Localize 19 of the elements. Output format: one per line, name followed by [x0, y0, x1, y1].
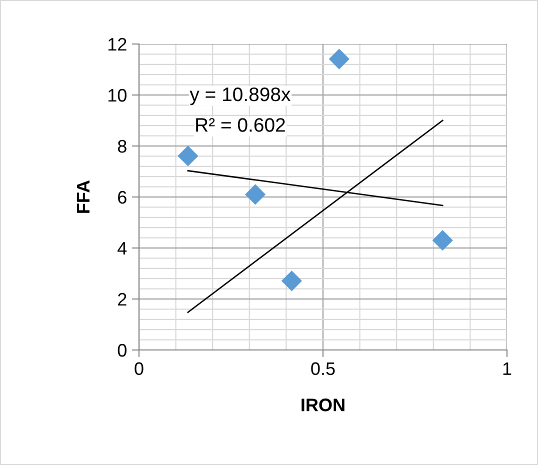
point [244, 184, 266, 205]
point [328, 48, 350, 70]
y-tick-label: 10 [108, 88, 126, 102]
y-tick-label: 8 [118, 140, 126, 153]
point [432, 230, 453, 251]
y-tick-label: 2 [118, 292, 126, 306]
y-tick-label: 6 [118, 190, 126, 204]
y-axis-title: FFA [77, 180, 90, 213]
x-tick-label: 0.5 [311, 362, 335, 376]
annotation: R² = 0.602 [196, 118, 285, 132]
x-tick-label: 1 [503, 362, 512, 375]
y-tick-label: 12 [108, 38, 126, 51]
annotation: y = 10.898x [190, 87, 291, 106]
y-tick-label: 0 [118, 344, 126, 357]
point [281, 270, 302, 292]
point [178, 146, 198, 166]
y-tick-label: 4 [118, 242, 127, 255]
x-axis-title: IRON [302, 398, 344, 412]
x-tick-label: 0 [134, 362, 144, 376]
